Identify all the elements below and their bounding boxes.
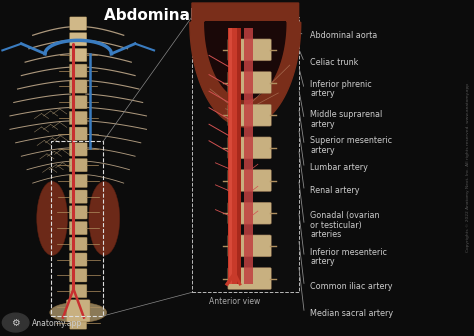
FancyBboxPatch shape <box>69 143 87 156</box>
Text: Lumbar artery: Lumbar artery <box>310 164 368 172</box>
Text: Median sacral artery: Median sacral artery <box>310 309 393 318</box>
FancyBboxPatch shape <box>69 111 87 125</box>
Bar <box>237 28 241 284</box>
Text: Renal artery: Renal artery <box>310 186 360 195</box>
Text: ⚙: ⚙ <box>11 318 20 328</box>
Ellipse shape <box>37 181 68 255</box>
Ellipse shape <box>50 302 107 323</box>
Text: Anatomy.app: Anatomy.app <box>32 319 82 328</box>
Ellipse shape <box>89 181 119 255</box>
Bar <box>244 28 253 284</box>
FancyBboxPatch shape <box>228 137 271 159</box>
Polygon shape <box>190 3 301 127</box>
FancyBboxPatch shape <box>70 48 87 61</box>
FancyBboxPatch shape <box>69 95 87 109</box>
Bar <box>192 17 299 292</box>
FancyBboxPatch shape <box>228 104 271 126</box>
Circle shape <box>2 313 29 332</box>
Text: Superior mesenteric
artery: Superior mesenteric artery <box>310 136 392 155</box>
FancyBboxPatch shape <box>228 39 271 61</box>
FancyBboxPatch shape <box>228 202 271 224</box>
Text: Common iliac artery: Common iliac artery <box>310 282 393 291</box>
FancyBboxPatch shape <box>70 17 87 30</box>
FancyBboxPatch shape <box>69 174 87 187</box>
Polygon shape <box>205 22 286 99</box>
FancyBboxPatch shape <box>69 190 87 203</box>
Text: Celiac trunk: Celiac trunk <box>310 58 359 67</box>
FancyBboxPatch shape <box>228 267 271 290</box>
Text: Inferior mesenteric
artery: Inferior mesenteric artery <box>310 248 387 266</box>
FancyBboxPatch shape <box>70 33 87 46</box>
Bar <box>228 28 241 284</box>
FancyBboxPatch shape <box>228 235 271 257</box>
FancyBboxPatch shape <box>69 253 87 266</box>
FancyBboxPatch shape <box>66 300 90 322</box>
FancyBboxPatch shape <box>69 159 87 172</box>
Text: Gonadal (ovarian
or testicular)
arteries: Gonadal (ovarian or testicular) arteries <box>310 211 380 239</box>
FancyBboxPatch shape <box>69 127 87 140</box>
Bar <box>229 28 232 284</box>
FancyBboxPatch shape <box>228 170 271 192</box>
FancyBboxPatch shape <box>70 285 87 298</box>
FancyBboxPatch shape <box>69 221 87 235</box>
FancyBboxPatch shape <box>70 64 87 77</box>
FancyBboxPatch shape <box>69 237 87 251</box>
Text: Middle suprarenal
artery: Middle suprarenal artery <box>310 110 383 129</box>
FancyBboxPatch shape <box>70 300 87 313</box>
Text: Copyrights © 2022 Anatomy Next, Inc. All rights reserved. www.anatomy.app: Copyrights © 2022 Anatomy Next, Inc. All… <box>466 84 470 252</box>
FancyBboxPatch shape <box>69 206 87 219</box>
FancyBboxPatch shape <box>70 269 87 282</box>
Text: Abdominal aorta: Abdominal aorta <box>310 31 378 40</box>
Bar <box>51 141 103 316</box>
FancyBboxPatch shape <box>70 316 87 329</box>
Text: Anterior view: Anterior view <box>209 297 260 306</box>
FancyBboxPatch shape <box>69 80 87 93</box>
Text: Inferior phrenic
artery: Inferior phrenic artery <box>310 80 372 98</box>
FancyBboxPatch shape <box>228 72 271 93</box>
Text: Abdominal aorta: Abdominal aorta <box>104 8 246 24</box>
